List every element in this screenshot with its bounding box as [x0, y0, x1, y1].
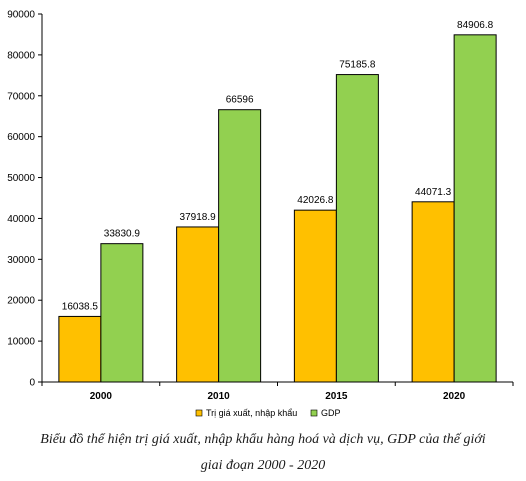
legend-label-gdp: GDP	[321, 408, 341, 418]
x-category-label: 2020	[443, 391, 466, 402]
data-label-trade-2010: 37918.9	[180, 212, 217, 223]
data-label-gdp-2020: 84906.8	[457, 20, 494, 31]
legend-swatch-gdp	[310, 409, 318, 417]
x-category-label: 2000	[90, 391, 113, 402]
legend-swatch-trade	[195, 409, 203, 417]
x-axis: 2000 2010 2015 2020	[41, 381, 514, 402]
bar-gdp-2020	[453, 34, 497, 383]
y-tick-label: 80000	[7, 50, 35, 61]
bar-trade-2020	[411, 201, 455, 383]
data-label-gdp-2000: 33830.9	[104, 229, 141, 240]
legend-label-trade: Trị giá xuất, nhập khẩu	[206, 408, 297, 418]
y-tick-label: 40000	[7, 214, 35, 225]
bar-gdp-2010	[218, 109, 262, 383]
data-label-gdp-2010: 66596	[226, 95, 254, 106]
y-tick-label: 60000	[7, 132, 35, 143]
chart-caption-line-2: giai đoạn 2000 - 2020	[200, 458, 326, 473]
bar-trade-2015	[293, 209, 337, 383]
y-tick-label: 50000	[7, 173, 35, 184]
y-tick-label: 10000	[7, 337, 35, 348]
legend: Trị giá xuất, nhập khẩu GDP	[195, 408, 341, 418]
chart-caption-line-1: Biểu đồ thể hiện trị giá xuất, nhập khẩu…	[40, 432, 486, 447]
y-tick-label: 20000	[7, 296, 35, 307]
bars	[58, 34, 497, 383]
data-labels: 16038.5 33830.9 37918.9 66596 42026.8 75185.8…	[62, 20, 494, 313]
data-label-trade-2015: 42026.8	[297, 195, 334, 206]
bar-trade-2010	[176, 226, 220, 383]
y-tick-label: 90000	[7, 10, 35, 21]
bar-trade-2000	[58, 315, 102, 383]
data-label-trade-2000: 16038.5	[62, 301, 99, 312]
y-tick-label: 70000	[7, 91, 35, 102]
data-label-gdp-2015: 75185.8	[339, 60, 376, 71]
x-category-label: 2015	[325, 391, 348, 402]
y-tick-label: 30000	[7, 255, 35, 266]
x-category-label: 2010	[208, 391, 231, 402]
bar-gdp-2015	[335, 74, 379, 383]
y-axis: 0 10000 20000 30000 40000 50000 60000 70000 8000…	[7, 10, 43, 389]
bar-gdp-2000	[100, 243, 144, 383]
data-label-trade-2020: 44071.3	[415, 187, 452, 198]
y-tick-label: 0	[29, 378, 35, 389]
